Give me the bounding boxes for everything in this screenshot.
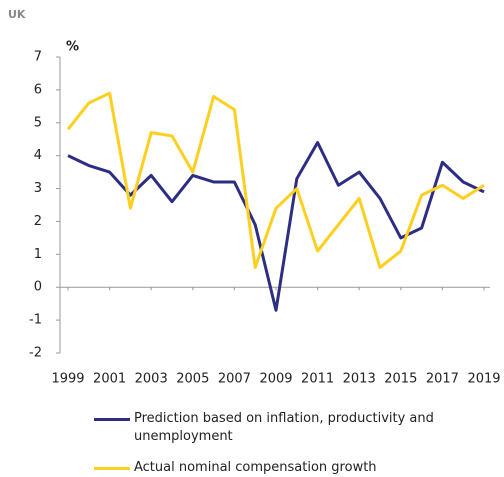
chart: UK % -2 -1 0 1 2 3 4 5 6 7 1999 2001 2003 2005 2007 200… bbox=[8, 8, 501, 387]
series-line bbox=[66, 91, 485, 269]
y-tick-label: 2 bbox=[34, 214, 42, 229]
x-tick-label: 2007 bbox=[218, 372, 251, 387]
y-axis-label: % bbox=[66, 40, 79, 55]
x-tick-label: 1999 bbox=[51, 372, 84, 387]
y-tick-label: 6 bbox=[34, 82, 42, 97]
x-tick-label: 2005 bbox=[176, 372, 209, 387]
x-tick-label: 2015 bbox=[384, 372, 417, 387]
y-tick-label: -1 bbox=[29, 313, 42, 328]
x-tick-label: 2003 bbox=[135, 372, 168, 387]
x-tick-label: 2009 bbox=[259, 372, 292, 387]
y-tick-label: 3 bbox=[34, 181, 42, 196]
x-tick-label: 2001 bbox=[93, 372, 126, 387]
x-tick-label: 2011 bbox=[301, 372, 334, 387]
y-tick-label: 5 bbox=[34, 115, 42, 130]
x-tick-label: 2019 bbox=[467, 372, 500, 387]
legend-label: Actual nominal compensation growth bbox=[134, 460, 377, 475]
chart-title: UK bbox=[8, 8, 26, 21]
y-tick-label: -2 bbox=[29, 346, 42, 361]
y-tick-label: 1 bbox=[34, 247, 42, 262]
y-tick-label: 4 bbox=[34, 148, 42, 163]
x-tick-label: 2013 bbox=[343, 372, 376, 387]
legend-label: Prediction based on inflation, productiv… bbox=[134, 411, 434, 444]
legend-swatch bbox=[94, 418, 130, 421]
series-line bbox=[67, 141, 485, 312]
y-tick-label: 0 bbox=[34, 280, 42, 295]
x-tick-label: 2017 bbox=[426, 372, 459, 387]
y-tick-label: 7 bbox=[34, 50, 42, 65]
legend-swatch bbox=[94, 467, 130, 470]
